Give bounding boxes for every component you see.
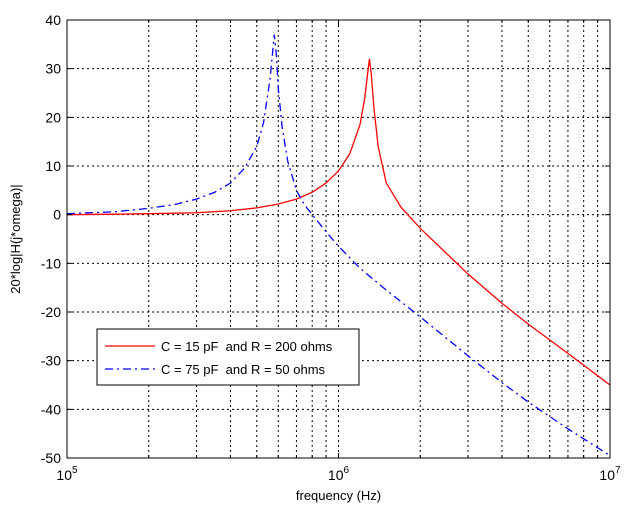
- series-layer: [66, 34, 611, 457]
- x-axis-label: frequency (Hz): [296, 488, 381, 503]
- y-tick-label: -30: [41, 353, 61, 369]
- series-line-1: [66, 58, 611, 386]
- legend-label-series-2: C = 75 pF and R = 50 ohms: [161, 362, 326, 377]
- legend-label-series-1: C = 15 pF and R = 200 ohms: [161, 339, 333, 354]
- y-tick-label: 10: [45, 158, 61, 174]
- y-tick-label: 30: [45, 61, 61, 77]
- y-tick-label: -40: [41, 401, 61, 417]
- y-tick-label: -50: [41, 450, 61, 466]
- y-tick-label: 0: [53, 207, 61, 223]
- y-axis-label: 20*log|H(j*omega)|: [8, 184, 23, 293]
- legend: C = 15 pF and R = 200 ohms C = 75 pF and…: [96, 328, 360, 386]
- y-tick-label: 40: [45, 12, 61, 28]
- legend-box: [96, 328, 360, 386]
- y-tick-label: -20: [41, 304, 61, 320]
- x-tick-label: 106: [328, 465, 350, 483]
- labels-layer: frequency (Hz) 20*log|H(j*omega)|: [8, 184, 381, 503]
- series-line-2: [66, 34, 611, 457]
- y-tick-label: 20: [45, 109, 61, 125]
- x-tick-label: 107: [599, 465, 621, 483]
- y-tick-label: -10: [41, 255, 61, 271]
- x-tick-label: 105: [56, 465, 78, 483]
